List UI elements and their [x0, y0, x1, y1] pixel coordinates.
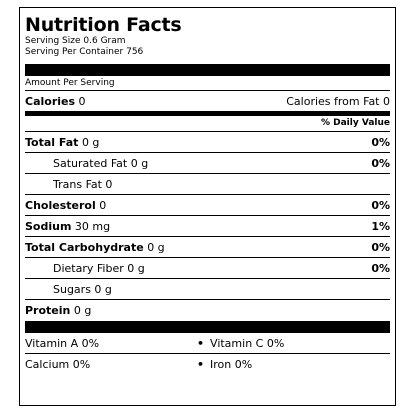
nutrient-label: Total Fat [25, 135, 79, 149]
nutrient-row-cholesterol: Cholesterol 0 0% [25, 195, 390, 216]
nutrient-row-protein: Protein 0 g [25, 300, 390, 321]
nutrient-label: Sodium [25, 219, 72, 233]
nutrient-row-dietary-fiber: Dietary Fiber 0 g 0% [25, 258, 390, 279]
bullet-icon: • [197, 336, 205, 350]
servings-per-container: Serving Per Container 756 [25, 47, 144, 57]
label-title: Nutrition Facts [25, 14, 182, 36]
nutrient-dv: 0% [371, 156, 390, 170]
vitamin-a: Vitamin A 0% [25, 336, 100, 350]
nutrient-dv: 0% [371, 198, 390, 212]
nutrient-value: 30 mg [74, 219, 111, 233]
nutrient-row-trans-fat: Trans Fat 0 [25, 174, 390, 195]
calories-value: 0 [78, 94, 86, 108]
calories-label: Calories [25, 94, 76, 108]
vitamin-c: Vitamin C 0% [210, 336, 285, 350]
amount-per-serving: Amount Per Serving [25, 77, 390, 91]
nutrient-dv: 1% [371, 219, 390, 233]
nutrient-label: Trans Fat 0 [53, 177, 113, 191]
nutrient-label: Cholesterol [25, 198, 96, 212]
daily-value-header: % Daily Value [25, 116, 390, 132]
nutrient-label: Saturated Fat 0 g [53, 156, 149, 170]
nutrient-row-total-fat: Total Fat 0 g 0% [25, 132, 390, 153]
mineral-row: Calcium 0% • Iron 0% [25, 354, 390, 375]
nutrient-value: 0 [99, 198, 107, 212]
iron: Iron 0% [210, 358, 253, 371]
nutrient-dv: 0% [371, 240, 390, 254]
thick-divider [25, 64, 390, 76]
nutrient-label: Sugars 0 g [53, 282, 112, 296]
nutrient-row-sodium: Sodium 30 mg 1% [25, 216, 390, 237]
bullet-icon: • [197, 358, 205, 371]
nutrient-dv: 0% [371, 261, 390, 275]
nutrient-dv: 0% [371, 135, 390, 149]
nutrition-facts-label: Nutrition Facts Serving Size 0.6 Gram Se… [19, 7, 396, 406]
nutrient-value: 0 g [147, 240, 165, 254]
nutrient-label: Dietary Fiber 0 g [53, 261, 145, 275]
vitamin-row: Vitamin A 0% • Vitamin C 0% [25, 333, 390, 354]
nutrient-value: 0 g [81, 135, 100, 149]
calories-row: Calories 0 Calories from Fat 0 [25, 91, 390, 112]
calories-from-fat: Calories from Fat 0 [286, 94, 390, 108]
nutrient-label: Total Carbohydrate [25, 240, 144, 254]
medium-divider [25, 112, 390, 116]
thick-divider [25, 321, 390, 333]
nutrient-row-total-carbohydrate: Total Carbohydrate 0 g 0% [25, 237, 390, 258]
nutrient-row-sugars: Sugars 0 g [25, 279, 390, 300]
nutrient-row-saturated-fat: Saturated Fat 0 g 0% [25, 153, 390, 174]
calcium: Calcium 0% [25, 358, 91, 371]
serving-size: Serving Size 0.6 Gram [25, 36, 126, 46]
nutrient-label: Protein [25, 304, 71, 317]
nutrient-value: 0 g [73, 304, 92, 317]
